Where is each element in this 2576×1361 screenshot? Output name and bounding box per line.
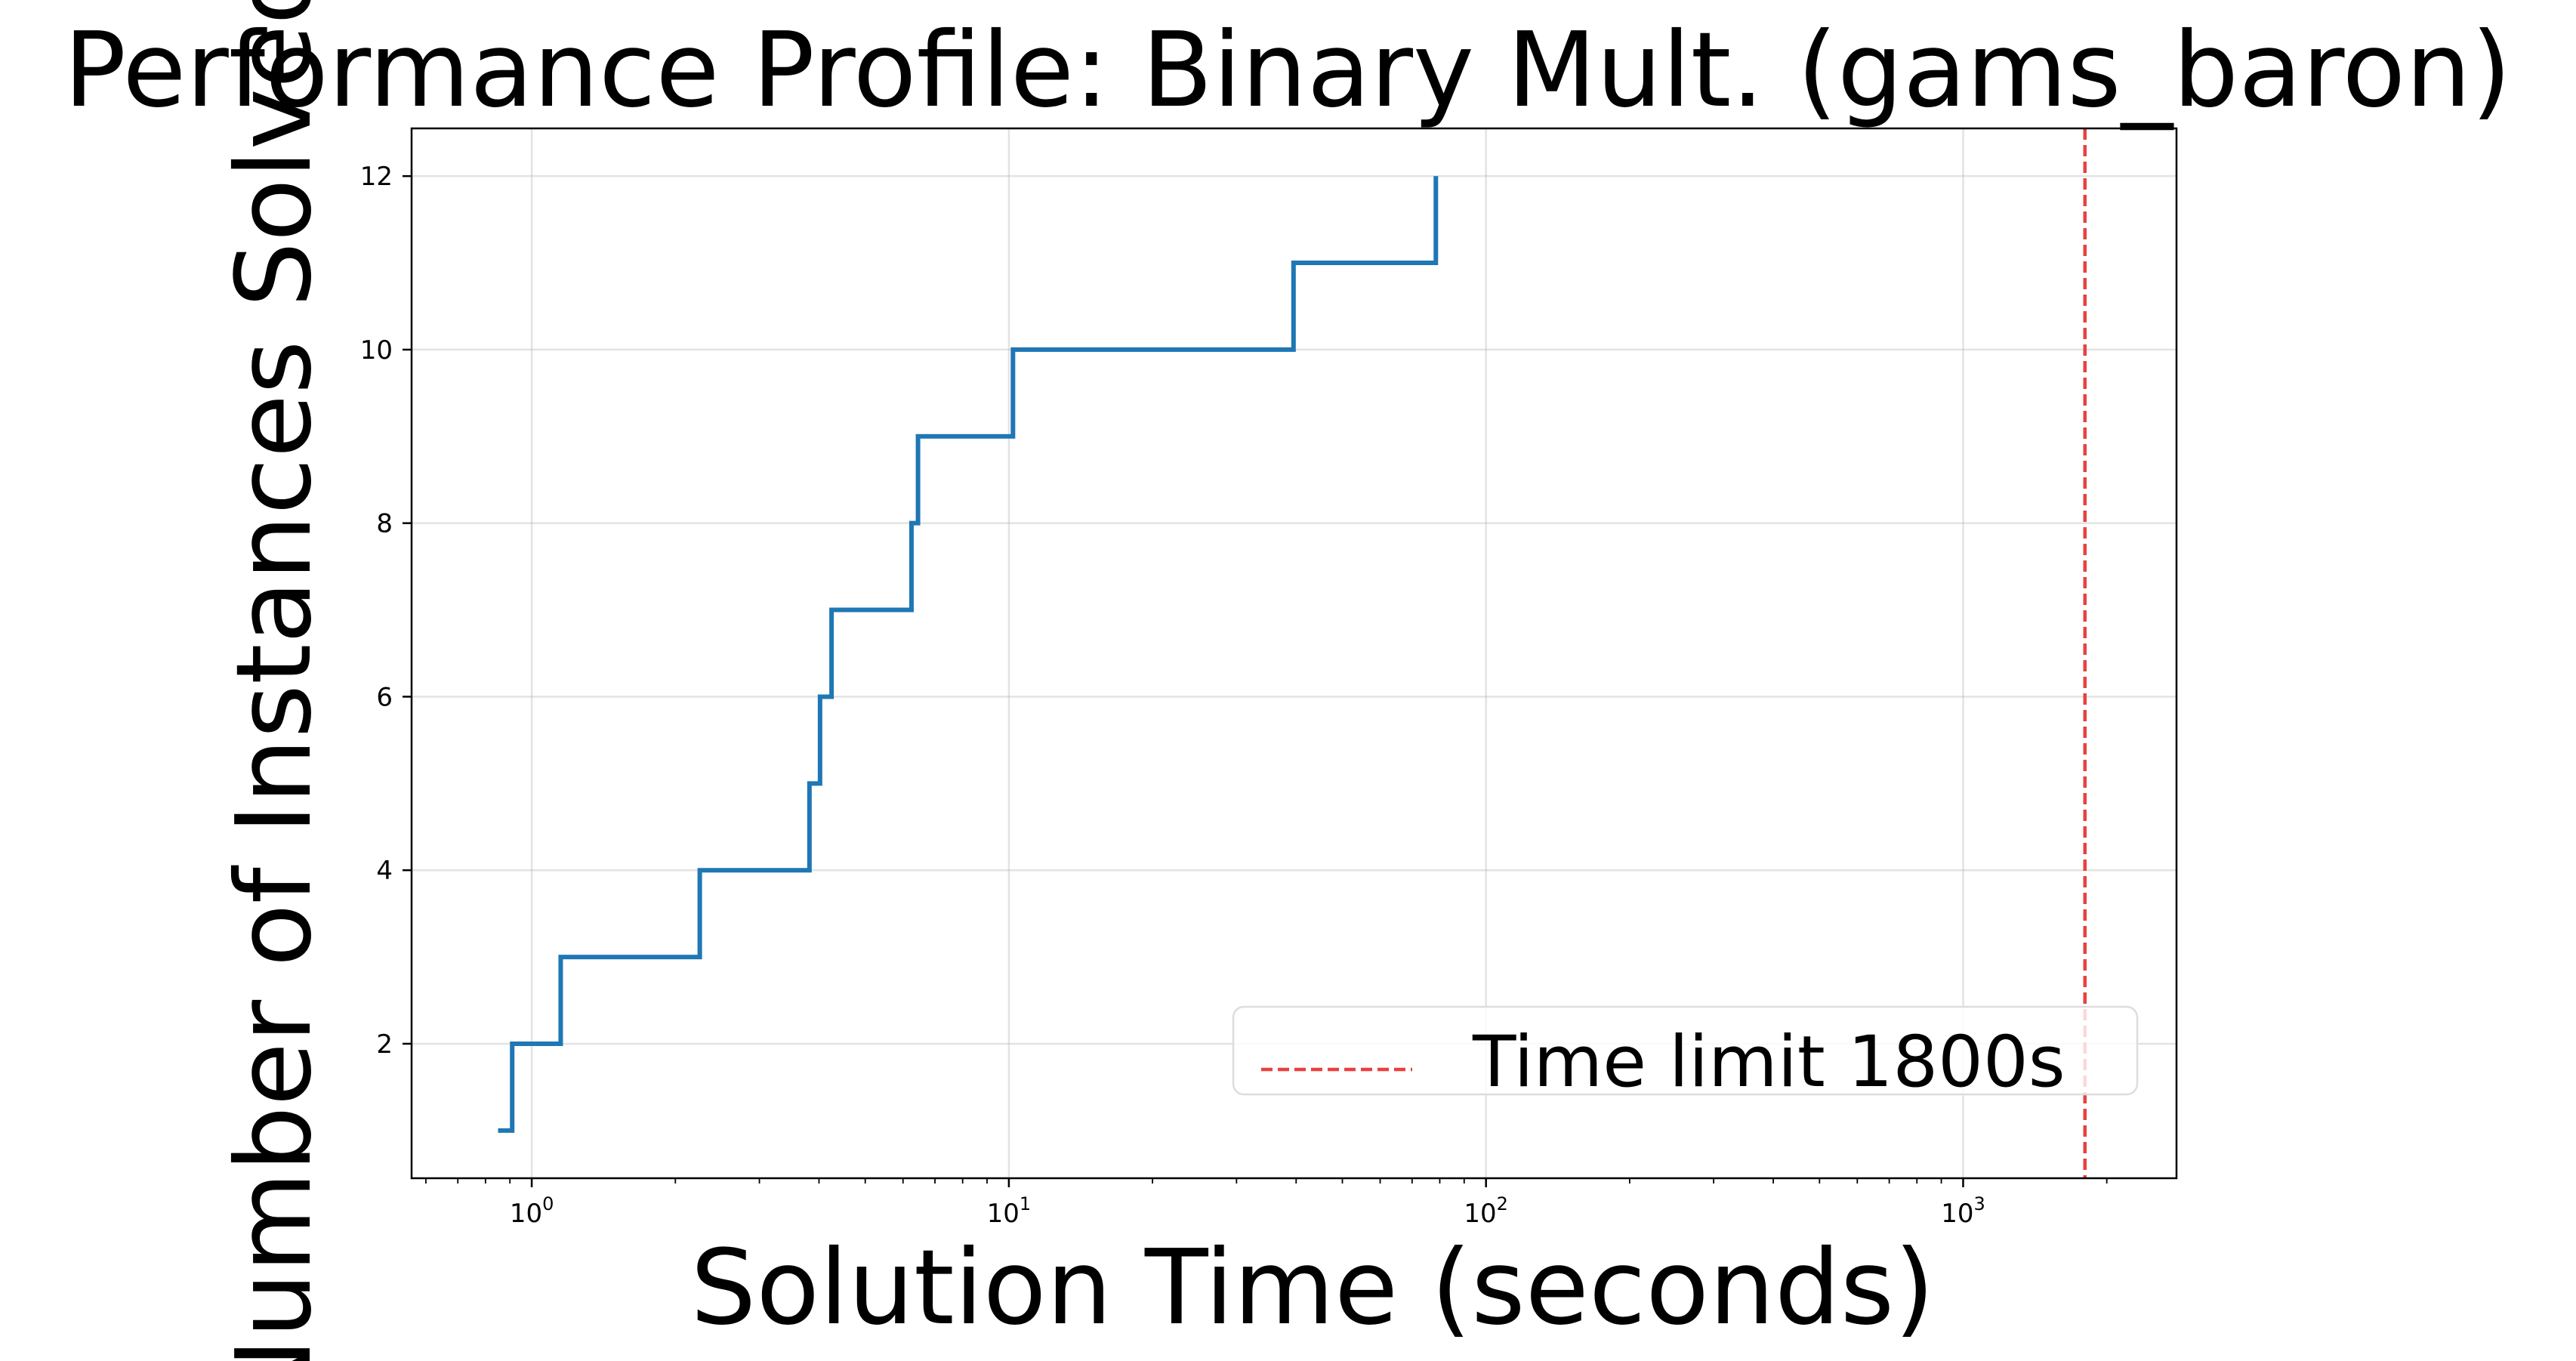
y-tick-label: 4 bbox=[376, 856, 393, 886]
x-tick-label: 103 bbox=[1941, 1193, 1985, 1229]
x-tick-label: 102 bbox=[1464, 1193, 1508, 1229]
legend-box bbox=[1232, 1005, 2139, 1096]
y-tick-label: 8 bbox=[376, 509, 393, 539]
y-axis-ticks: 2 4 6 8 10 12 bbox=[360, 162, 412, 1060]
x-tick-label: 101 bbox=[987, 1193, 1032, 1229]
y-axis-label: Number of Instances Solved bbox=[214, 0, 335, 1361]
x-tick-label: 100 bbox=[510, 1193, 554, 1229]
series-layer bbox=[498, 176, 1439, 1133]
plot-frame bbox=[410, 127, 2178, 1180]
y-tick-label: 10 bbox=[360, 335, 393, 366]
series-line bbox=[498, 176, 1439, 1133]
legend-label-time-limit: Time limit 1800s bbox=[1472, 1021, 2065, 1103]
y-tick-label: 12 bbox=[360, 162, 393, 192]
x-axis-ticks: 100 101 102 103 bbox=[425, 1178, 2108, 1229]
x-axis-label: Solution Time (seconds) bbox=[690, 1228, 1934, 1348]
chart-title: Performance Profile: Binary Mult. (gams_… bbox=[63, 11, 2511, 131]
y-tick-label: 2 bbox=[376, 1029, 393, 1060]
legend: Time limit 1800s bbox=[1232, 1005, 2139, 1103]
y-tick-label: 6 bbox=[376, 682, 393, 712]
